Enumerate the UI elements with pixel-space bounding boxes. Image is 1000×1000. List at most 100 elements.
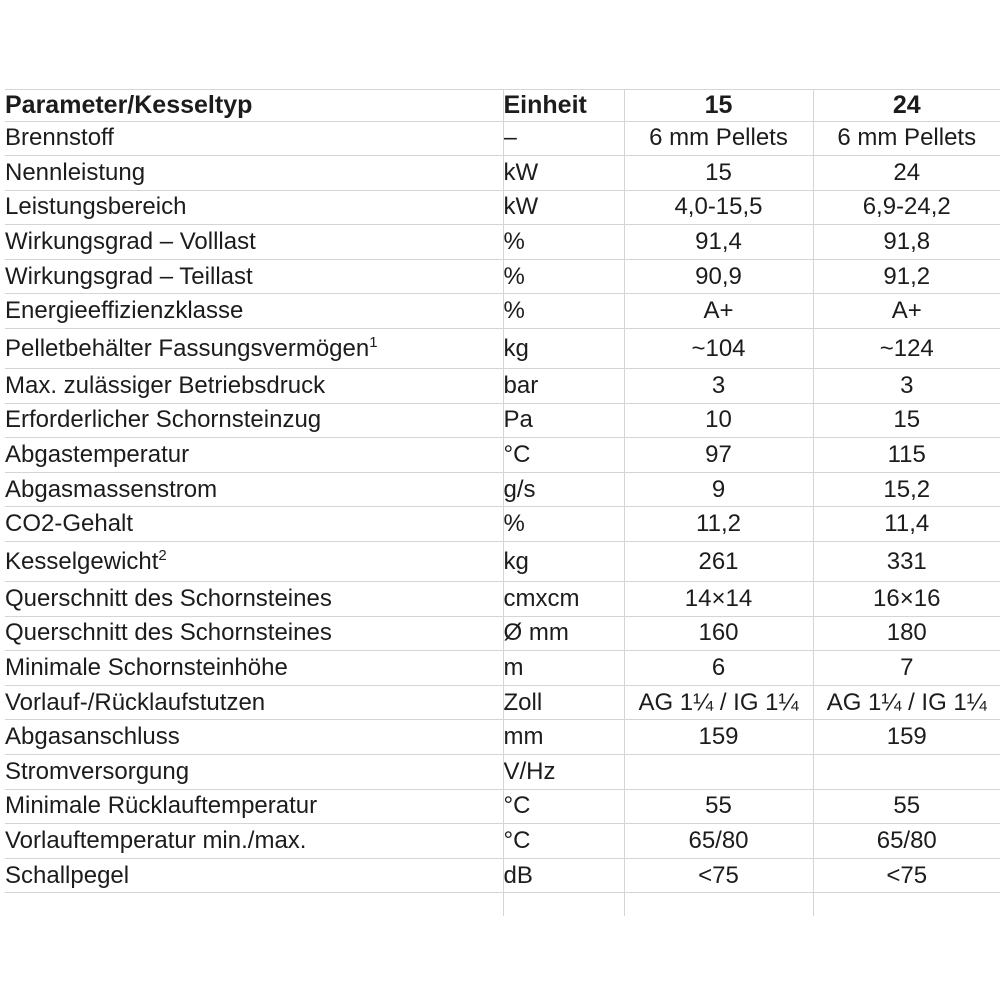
param-cell: Querschnitt des Schornsteines xyxy=(5,581,503,617)
value-15-cell: 6 mm Pellets xyxy=(623,121,813,157)
param-label: Max. zulässiger Betriebsdruck xyxy=(5,371,326,399)
value-15-cell: 11,2 xyxy=(623,506,813,543)
param-cell: Abgastemperatur xyxy=(5,437,503,473)
unit-cell: kg xyxy=(502,541,624,583)
value-24-cell: 15 xyxy=(812,403,1000,439)
spec-table-header: Parameter/Kesseltyp Einheit 15 24 xyxy=(5,89,1000,122)
unit-cell: °C xyxy=(502,789,624,825)
param-cell: Schallpegel xyxy=(5,858,503,894)
unit-cell: kW xyxy=(502,190,624,226)
unit-cell: Zoll xyxy=(502,685,624,721)
value-15-cell: 15 xyxy=(623,155,813,191)
value-15-cell: <75 xyxy=(623,858,813,894)
value-15-cell: 65/80 xyxy=(623,823,813,859)
value-15-cell xyxy=(623,754,813,790)
unit-cell: % xyxy=(502,293,624,330)
value-15-cell: 6 xyxy=(623,650,813,686)
table-row: Minimale Rücklauftemperatur °C 55 55 xyxy=(5,789,1000,825)
param-label: CO2-Gehalt xyxy=(5,510,134,538)
value-24-cell: ~124 xyxy=(812,328,1000,370)
table-row: Stromversorgung V/Hz xyxy=(5,754,1000,790)
column-header-model-15: 15 xyxy=(623,89,813,122)
value-15-cell: 3 xyxy=(623,368,813,404)
unit-cell: m xyxy=(502,650,624,686)
param-cell: Erforderlicher Schornsteinzug xyxy=(5,403,503,439)
value-24-cell: 16×16 xyxy=(812,581,1000,617)
param-label: Querschnitt des Schornsteines xyxy=(5,584,332,612)
value-15-cell: 160 xyxy=(623,616,813,652)
param-label: Abgasmassenstrom xyxy=(5,475,218,503)
param-label: Energieeffizienzklasse xyxy=(5,297,244,325)
value-24-cell: 159 xyxy=(812,719,1000,755)
value-24-cell: 91,8 xyxy=(812,224,1000,260)
table-row: Nennleistung kW 15 24 xyxy=(5,155,1000,191)
table-row: Wirkungsgrad – Volllast% 91,4 91,8 xyxy=(5,224,1000,260)
value-15-cell: 9 xyxy=(623,472,813,508)
table-row: Schallpegel dB <75 <75 xyxy=(5,858,1000,894)
param-cell: Querschnitt des Schornsteines xyxy=(5,616,503,652)
table-stub-row xyxy=(5,892,1000,916)
table-row: Abgasanschluss mm 159 159 xyxy=(5,719,1000,755)
param-cell: Max. zulässiger Betriebsdruck xyxy=(5,368,503,404)
table-row: Max. zulässiger Betriebsdruck bar 3 3 xyxy=(5,368,1000,404)
header-row: Parameter/Kesseltyp Einheit 15 24 xyxy=(5,89,1000,122)
param-label: Minimale Rücklauftemperatur xyxy=(5,792,318,820)
param-cell: Wirkungsgrad – Volllast xyxy=(5,224,503,260)
param-label: Stromversorgung xyxy=(5,757,190,785)
unit-cell: Ø mm xyxy=(502,616,624,652)
unit-cell: % xyxy=(502,259,624,295)
table-row: Vorlauftemperatur min./max. °C 65/80 65/80 xyxy=(5,823,1000,859)
value-15-cell: 4,0-15,5 xyxy=(623,190,813,226)
unit-cell: % xyxy=(502,224,624,260)
unit-cell: % xyxy=(502,506,624,543)
table-row: Wirkungsgrad – Teillast% 90,9 91,2 xyxy=(5,259,1000,295)
value-24-cell: 115 xyxy=(812,437,1000,473)
value-24-cell: 6,9-24,2 xyxy=(812,190,1000,226)
param-cell: CO2-Gehalt xyxy=(5,506,503,543)
value-15-cell: A+ xyxy=(623,293,813,330)
stub-cell xyxy=(623,892,813,916)
value-15-cell: ~104 xyxy=(623,328,813,370)
table-row: CO2-Gehalt% 11,2 11,4 xyxy=(5,506,1000,543)
param-cell: Brennstoff xyxy=(5,121,503,157)
value-24-cell: 15,2 xyxy=(812,472,1000,508)
param-cell: Energieeffizienzklasse xyxy=(5,293,503,330)
table-row: Leistungsbereich kW 4,0-15,5 6,9-24,2 xyxy=(5,190,1000,226)
param-cell: Nennleistung xyxy=(5,155,503,191)
value-24-cell: 65/80 xyxy=(812,823,1000,859)
param-cell: Wirkungsgrad – Teillast xyxy=(5,259,503,295)
param-label: Kesselgewicht xyxy=(5,547,159,575)
value-24-cell: 6 mm Pellets xyxy=(812,121,1000,157)
table-row: Abgastemperatur °C 97 115 xyxy=(5,437,1000,473)
column-header-model-24: 24 xyxy=(812,89,1000,122)
param-cell: Minimale Schornsteinhöhe xyxy=(5,650,503,686)
param-label: Schallpegel xyxy=(5,861,130,889)
value-24-cell: 55 xyxy=(812,789,1000,825)
stub-cell xyxy=(502,892,624,916)
table-row: Pelletbehälter Fassungsvermögen1 kg ~104 ~1… xyxy=(5,328,1000,370)
param-cell: Minimale Rücklauftemperatur xyxy=(5,789,503,825)
value-15-cell: 10 xyxy=(623,403,813,439)
unit-cell: °C xyxy=(502,437,624,473)
value-24-cell: <75 xyxy=(812,858,1000,894)
table-row: Querschnitt des Schornsteines Ø mm 160 180 xyxy=(5,616,1000,652)
param-label: Erforderlicher Schornsteinzug xyxy=(5,406,322,434)
param-cell: Abgasmassenstrom xyxy=(5,472,503,508)
unit-cell: °C xyxy=(502,823,624,859)
unit-cell: cmxcm xyxy=(502,581,624,617)
param-cell: Pelletbehälter Fassungsvermögen1 xyxy=(5,328,503,370)
unit-cell: V/Hz xyxy=(502,754,624,790)
table-row: Querschnitt des Schornsteines cmxcm 14×14 1… xyxy=(5,581,1000,617)
table-row: Minimale Schornsteinhöhe m 6 7 xyxy=(5,650,1000,686)
table-row: Abgasmassenstrom g/s 9 15,2 xyxy=(5,472,1000,508)
unit-cell: kW xyxy=(502,155,624,191)
table-row: Vorlauf-/Rücklaufstutzen Zoll AG 1¼ / IG 1… xyxy=(5,685,1000,721)
unit-cell: kg xyxy=(502,328,624,370)
param-cell: Vorlauf-/Rücklaufstutzen xyxy=(5,685,503,721)
spec-table-body: Brennstoff –6 mm Pellets 6 mm Pellets Nennl… xyxy=(5,121,1000,916)
value-15-cell: 97 xyxy=(623,437,813,473)
value-24-cell: 11,4 xyxy=(812,506,1000,543)
column-header-parameter: Parameter/Kesseltyp xyxy=(5,89,503,122)
param-cell: Vorlauftemperatur min./max. xyxy=(5,823,503,859)
unit-cell: Pa xyxy=(502,403,624,439)
